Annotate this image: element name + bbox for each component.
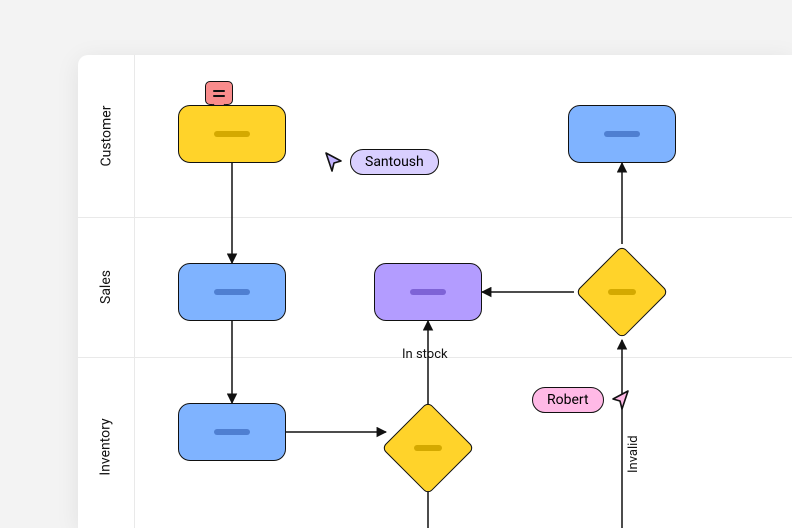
lane-label-customer: Customer bbox=[98, 106, 114, 167]
cursor-icon bbox=[610, 389, 630, 411]
edge-label-invalid: Invalid bbox=[626, 435, 641, 473]
node-text-placeholder bbox=[214, 429, 250, 435]
note-icon[interactable] bbox=[205, 81, 233, 105]
lane-gutter: Sales bbox=[78, 217, 135, 357]
collaborator-name: Robert bbox=[532, 387, 604, 413]
collaborator-cursor-santoush: Santoush bbox=[324, 149, 439, 175]
node-inventory-left[interactable] bbox=[178, 403, 286, 461]
edge-label-in-stock: In stock bbox=[402, 347, 448, 362]
node-customer-end[interactable] bbox=[568, 105, 676, 163]
node-text-placeholder bbox=[410, 289, 446, 295]
node-sales-left[interactable] bbox=[178, 263, 286, 321]
node-customer-start[interactable] bbox=[178, 105, 286, 163]
node-text-placeholder bbox=[214, 289, 250, 295]
lane-label-inventory: Inventory bbox=[98, 418, 114, 475]
node-text-placeholder bbox=[414, 445, 442, 451]
collaborator-name: Santoush bbox=[350, 149, 439, 175]
collaborator-cursor-robert: Robert bbox=[532, 387, 630, 413]
node-sales-mid[interactable] bbox=[374, 263, 482, 321]
lane-gutter: Customer bbox=[78, 55, 135, 217]
node-text-placeholder bbox=[604, 131, 640, 137]
lane-label-sales: Sales bbox=[98, 270, 114, 304]
node-text-placeholder bbox=[608, 289, 636, 295]
node-text-placeholder bbox=[214, 131, 250, 137]
diagram-canvas[interactable]: Customer Sales Inventory bbox=[78, 55, 792, 528]
lane-gutter: Inventory bbox=[78, 357, 135, 528]
cursor-icon bbox=[324, 151, 344, 173]
